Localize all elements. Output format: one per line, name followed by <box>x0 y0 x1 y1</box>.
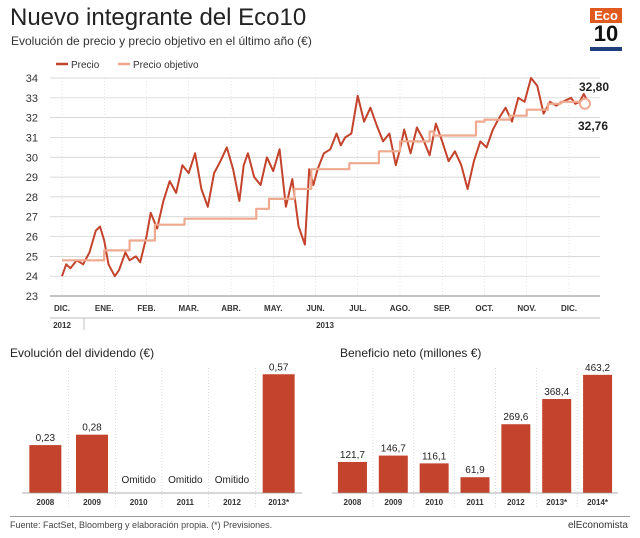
profit-category-label: 2011 <box>466 498 484 507</box>
chart-subtitle: Evolución de precio y precio objetivo en… <box>11 34 312 48</box>
logo-bottom: 10 <box>593 21 619 46</box>
profit-bar <box>337 461 367 493</box>
x-tick-label: ABR. <box>221 304 241 313</box>
annotation-objetivo: 32,80 <box>579 80 609 94</box>
dividend-category-label: 2009 <box>83 498 101 507</box>
x-tick-label: JUL. <box>349 304 366 313</box>
x-tick-label: MAR. <box>179 304 199 313</box>
series-line-precio-objetivo <box>62 100 588 262</box>
profit-category-label: 2009 <box>384 498 402 507</box>
y-tick-label: 33 <box>26 93 38 105</box>
dividend-category-label: 2012 <box>223 498 241 507</box>
x-tick-label: OCT. <box>475 304 493 313</box>
x-tick-label: DIC. <box>561 304 577 313</box>
x-tick-label: JUN. <box>306 304 324 313</box>
y-tick-label: 25 <box>26 251 38 263</box>
y-tick-label: 31 <box>26 132 38 144</box>
eco10-logo: Eco 10 <box>590 8 622 56</box>
legend-label-precio: Precio <box>71 60 100 71</box>
dividend-category-label: 2008 <box>36 498 54 507</box>
x-tick-label: DIC. <box>54 304 70 313</box>
profit-value-label: 121,7 <box>340 450 365 461</box>
y-tick-label: 26 <box>26 232 38 244</box>
y-tick-label: 29 <box>26 172 38 184</box>
dividend-category-label: 2010 <box>130 498 148 507</box>
logo-bar <box>590 47 622 51</box>
dividend-value-label: 0,57 <box>269 362 289 373</box>
dividend-chart-title: Evolución del dividendo (€) <box>10 346 155 360</box>
logo-top: Eco <box>590 8 622 23</box>
x-tick-label: MAY. <box>264 304 282 313</box>
dividend-value-label: Omitido <box>121 475 156 486</box>
x-tick-label: AGO. <box>390 304 410 313</box>
series-line-precio <box>61 77 589 278</box>
y-tick-label: 24 <box>26 271 38 283</box>
dividend-value-label: 0,23 <box>36 433 56 444</box>
dividend-bar <box>76 434 108 493</box>
footer-divider <box>10 516 630 517</box>
x-tick-label: SEP. <box>434 304 451 313</box>
dividend-category-label: 2013* <box>268 498 290 507</box>
profit-category-label: 2010 <box>425 498 443 507</box>
profit-value-label: 61,9 <box>465 465 485 476</box>
y-tick-label: 27 <box>26 212 38 224</box>
y-tick-label: 34 <box>26 73 38 85</box>
annotation-precio: 32,76 <box>578 119 608 133</box>
profit-bar <box>460 477 490 493</box>
profit-category-label: 2013* <box>546 498 568 507</box>
footer-source: Fuente: FactSet, Bloomberg y elaboración… <box>10 520 273 530</box>
profit-value-label: 116,1 <box>422 451 447 462</box>
year-label-2012: 2012 <box>53 321 71 330</box>
y-tick-label: 32 <box>26 113 38 125</box>
profit-bar <box>542 399 572 493</box>
year-label-2013: 2013 <box>316 321 334 330</box>
profit-bar <box>378 455 408 493</box>
legend-label-objetivo: Precio objetivo <box>133 60 199 71</box>
dividend-value-label: Omitido <box>168 475 203 486</box>
x-tick-label: NOV. <box>517 304 536 313</box>
profit-category-label: 2014* <box>587 498 609 507</box>
dividend-bar <box>262 374 295 493</box>
profit-category-label: 2008 <box>344 498 362 507</box>
profit-value-label: 269,6 <box>503 412 528 423</box>
y-tick-label: 23 <box>26 291 38 303</box>
x-tick-label: FEB. <box>137 304 155 313</box>
profit-chart-title: Beneficio neto (millones €) <box>340 346 482 360</box>
profit-bar <box>501 424 531 493</box>
profit-value-label: 463,2 <box>585 363 610 374</box>
profit-value-label: 368,4 <box>544 387 569 398</box>
dividend-category-label: 2011 <box>177 498 195 507</box>
dividend-value-label: Omitido <box>215 475 250 486</box>
dividend-value-label: 0,28 <box>82 423 102 434</box>
x-tick-label: ENE. <box>95 304 114 313</box>
footer-brand: elEconomista <box>567 520 628 531</box>
dividend-bar <box>29 445 62 493</box>
y-tick-label: 30 <box>26 152 38 164</box>
profit-bar <box>583 374 613 493</box>
profit-bar <box>419 463 449 493</box>
end-marker-objetivo <box>579 97 591 110</box>
profit-value-label: 146,7 <box>381 444 406 455</box>
profit-category-label: 2012 <box>507 498 525 507</box>
chart-title: Nuevo integrante del Eco10 <box>10 4 307 31</box>
y-tick-label: 28 <box>26 192 38 204</box>
